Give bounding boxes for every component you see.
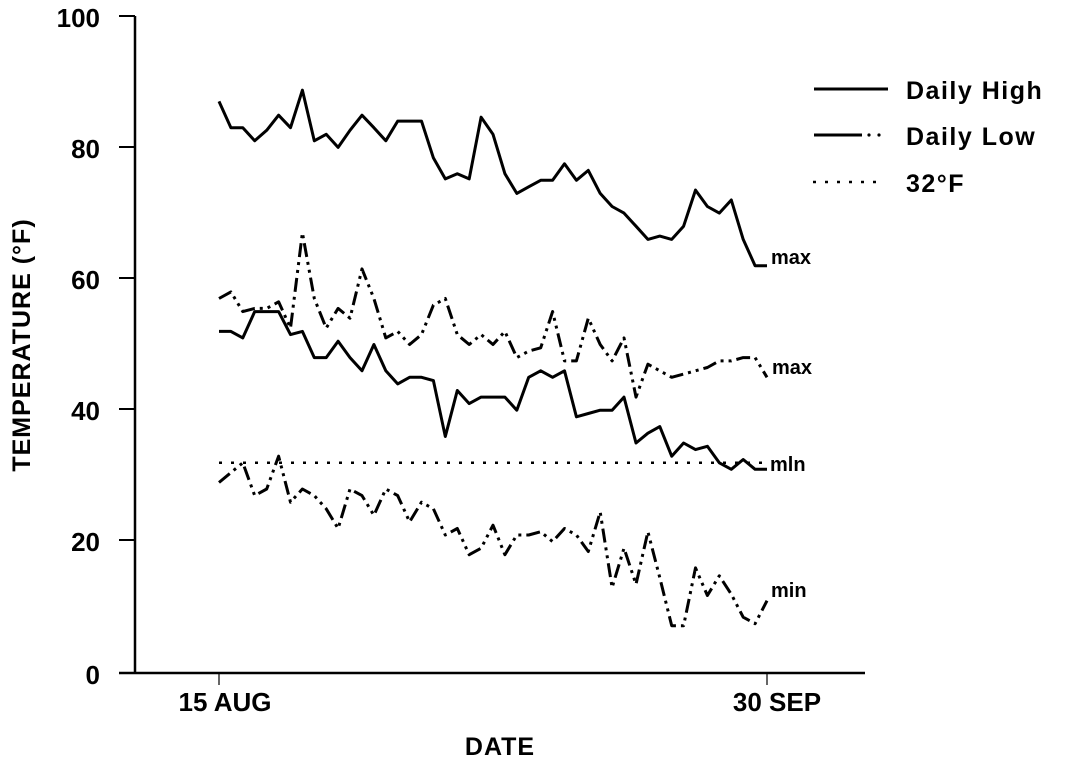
end-label-high-max: max [771,247,811,269]
y-tick-labels: 100 80 60 40 20 0 [57,3,100,690]
series-daily-low-max [218,231,769,399]
y-tick-60: 60 [71,265,100,295]
end-label-high-min: mln [770,454,806,476]
series-daily-high-max [217,88,767,268]
legend-label-32f: 32°F [906,170,965,198]
x-axis-title: DATE [465,733,535,760]
y-tick-80: 80 [71,134,100,164]
legend-label-daily-low: Daily Low [906,123,1036,151]
legend: Daily High Daily Low 32°F [813,77,1043,198]
series-daily-low-min [218,454,769,628]
end-label-low-min: min [771,580,807,602]
y-tick-0: 0 [86,660,100,690]
y-tick-20: 20 [71,527,100,557]
end-label-low-max: max [772,357,812,379]
y-axis-title: TEMPERATURE (°F) [8,218,36,471]
y-tick-100: 100 [57,3,100,33]
y-tick-40: 40 [71,396,100,426]
x-tick-label-30sep: 30 SEP [733,687,821,717]
x-tick-label-15aug: 15 AUG [179,687,272,717]
y-ticks [119,15,135,674]
series-daily-high-min [219,310,767,471]
legend-label-daily-high: Daily High [906,77,1043,105]
